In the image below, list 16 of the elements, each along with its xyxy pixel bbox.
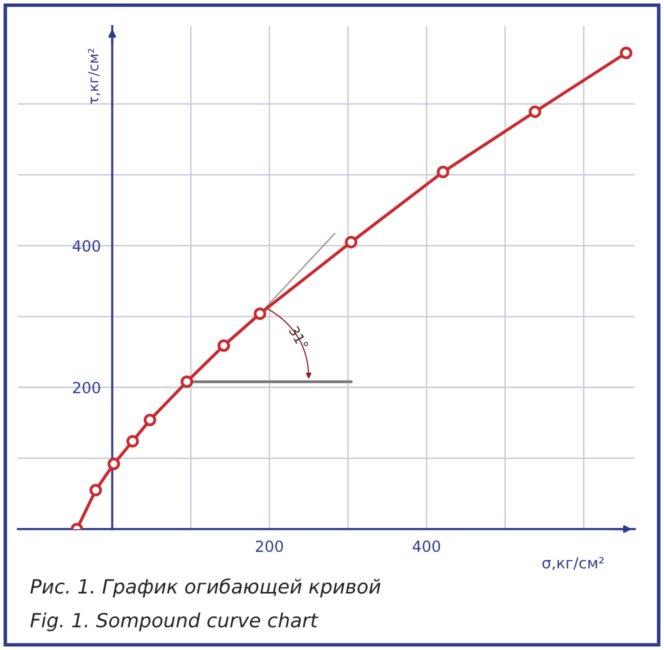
x-axis-title: σ,кг/см²	[542, 557, 604, 570]
point	[218, 339, 230, 352]
point	[126, 434, 139, 448]
point	[108, 458, 120, 470]
point	[436, 166, 450, 178]
annotation: 31°	[288, 326, 309, 350]
point	[254, 307, 266, 320]
point	[144, 414, 156, 426]
y-axis-title: τ,кг/см²	[88, 48, 100, 104]
point	[89, 484, 102, 496]
caption: Fig. 1. Sompound curve chart	[30, 612, 318, 632]
point	[180, 375, 194, 388]
point	[620, 46, 632, 60]
point	[528, 105, 542, 118]
text: Рис. 1. График огибающей кривой	[30, 578, 380, 598]
point	[344, 236, 358, 248]
